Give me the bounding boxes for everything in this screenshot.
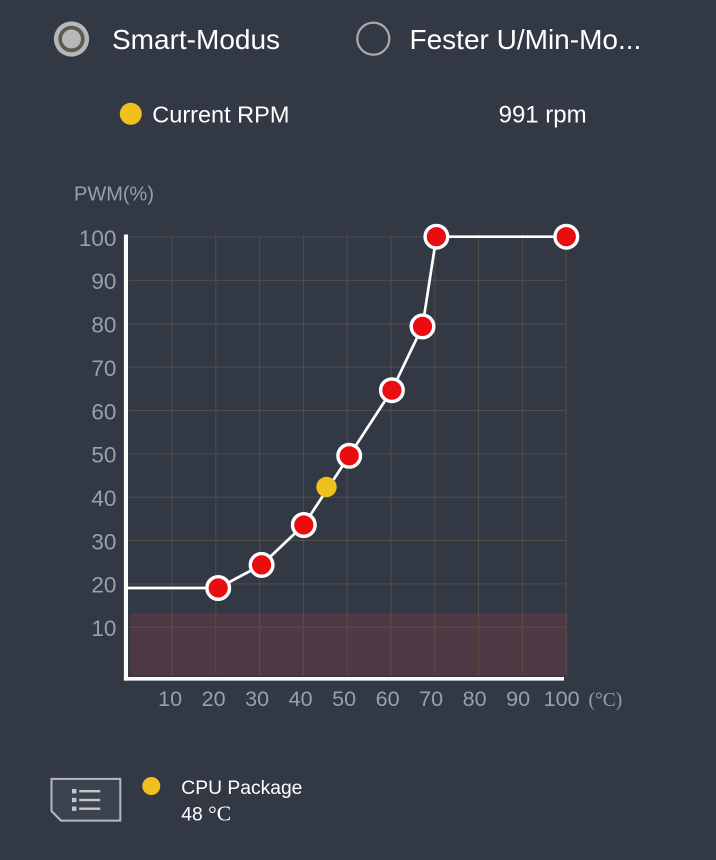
svg-text:20: 20 xyxy=(91,573,116,598)
svg-text:Current RPM: Current RPM xyxy=(152,102,289,128)
svg-text:10: 10 xyxy=(91,616,116,641)
svg-text:100: 100 xyxy=(544,687,580,711)
svg-text:50: 50 xyxy=(91,443,116,468)
svg-text:(°C): (°C) xyxy=(589,690,623,711)
svg-text:90: 90 xyxy=(91,269,116,294)
svg-text:20: 20 xyxy=(202,687,226,711)
svg-text:991 rpm: 991 rpm xyxy=(499,102,587,129)
svg-text:Smart-Modus: Smart-Modus xyxy=(112,24,280,55)
svg-text:90: 90 xyxy=(506,687,530,711)
svg-text:10: 10 xyxy=(158,687,182,711)
svg-text:60: 60 xyxy=(376,687,400,711)
svg-text:40: 40 xyxy=(289,687,313,711)
svg-text:30: 30 xyxy=(91,529,116,554)
svg-text:80: 80 xyxy=(91,313,116,338)
svg-text:30: 30 xyxy=(245,687,269,711)
svg-text:60: 60 xyxy=(91,399,116,424)
svg-text:100: 100 xyxy=(79,226,117,251)
svg-text:40: 40 xyxy=(91,486,116,511)
svg-text:70: 70 xyxy=(419,687,443,711)
svg-text:70: 70 xyxy=(91,356,116,381)
svg-text:CPU Package: CPU Package xyxy=(181,778,302,799)
svg-text:48 °C: 48 °C xyxy=(181,802,231,826)
svg-text:PWM(%): PWM(%) xyxy=(74,183,154,205)
svg-text:80: 80 xyxy=(463,687,487,711)
svg-text:Fester U/Min-Mo...: Fester U/Min-Mo... xyxy=(410,24,642,55)
svg-text:50: 50 xyxy=(332,687,356,711)
